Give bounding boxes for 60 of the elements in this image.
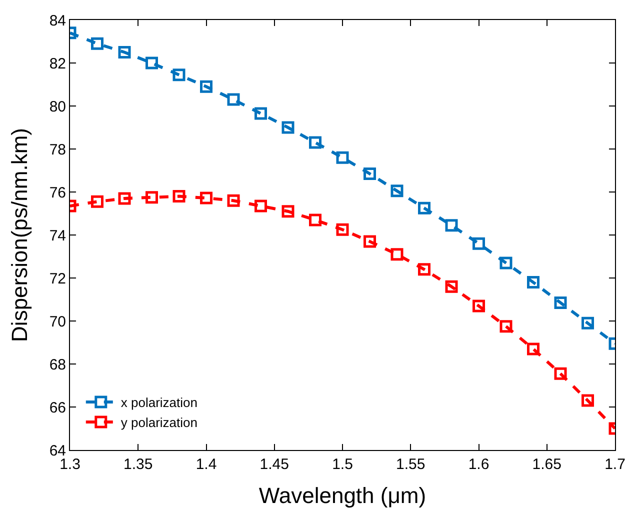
point xyxy=(554,367,567,380)
point xyxy=(472,237,485,250)
x-tick-label: 1.45 xyxy=(260,456,289,473)
y-tick-label: 80 xyxy=(49,98,66,116)
point xyxy=(172,190,186,203)
point xyxy=(146,56,158,70)
point xyxy=(227,194,240,207)
y-tick-label: 70 xyxy=(49,313,66,330)
legend-label: y polarization xyxy=(120,415,198,430)
point xyxy=(418,263,430,276)
point xyxy=(118,192,131,205)
point xyxy=(91,37,104,50)
y-tick-label: 82 xyxy=(49,55,66,72)
point xyxy=(364,235,376,248)
y-tick-label: 68 xyxy=(49,356,66,374)
point xyxy=(582,316,594,330)
point xyxy=(364,167,376,180)
point xyxy=(146,191,158,204)
point xyxy=(282,205,294,218)
point xyxy=(500,320,512,333)
point xyxy=(336,151,349,164)
x-axis-title: Wavelength (μm) xyxy=(258,482,426,508)
x-tick-label: 1.35 xyxy=(124,456,153,473)
point xyxy=(282,121,294,134)
point xyxy=(554,296,567,309)
point xyxy=(472,300,485,312)
y-tick-label: 78 xyxy=(49,141,66,158)
x-tick-label: 1.7 xyxy=(604,456,626,473)
point xyxy=(309,136,322,149)
point xyxy=(390,184,404,198)
point xyxy=(309,214,322,226)
point xyxy=(227,93,240,106)
point xyxy=(418,202,430,214)
point xyxy=(91,195,104,208)
point xyxy=(336,223,349,236)
point xyxy=(254,107,267,120)
x-tick-label: 1.4 xyxy=(196,456,217,473)
y-tick-label: 76 xyxy=(49,184,66,202)
point xyxy=(500,256,512,270)
x-tick-label: 1.5 xyxy=(332,456,353,473)
point xyxy=(527,342,540,356)
x-tick-label: 1.55 xyxy=(396,456,426,473)
point xyxy=(445,280,458,293)
y-axis-title: Dispersion(ps/nm.km) xyxy=(7,128,32,342)
point xyxy=(200,192,212,204)
point xyxy=(118,46,131,58)
x-tick-label: 1.6 xyxy=(468,456,490,473)
x-tick-label: 1.65 xyxy=(532,456,562,473)
point xyxy=(254,200,267,212)
y-tick-label: 74 xyxy=(49,227,66,244)
point xyxy=(445,219,458,232)
y-tick-label: 72 xyxy=(49,270,66,288)
point xyxy=(172,68,186,82)
y-tick-label: 84 xyxy=(49,12,66,30)
point xyxy=(390,248,404,261)
legend-label: x polarization xyxy=(120,395,198,410)
point xyxy=(527,276,540,289)
point xyxy=(200,80,212,93)
point xyxy=(582,394,594,407)
y-tick-label: 66 xyxy=(49,399,66,416)
